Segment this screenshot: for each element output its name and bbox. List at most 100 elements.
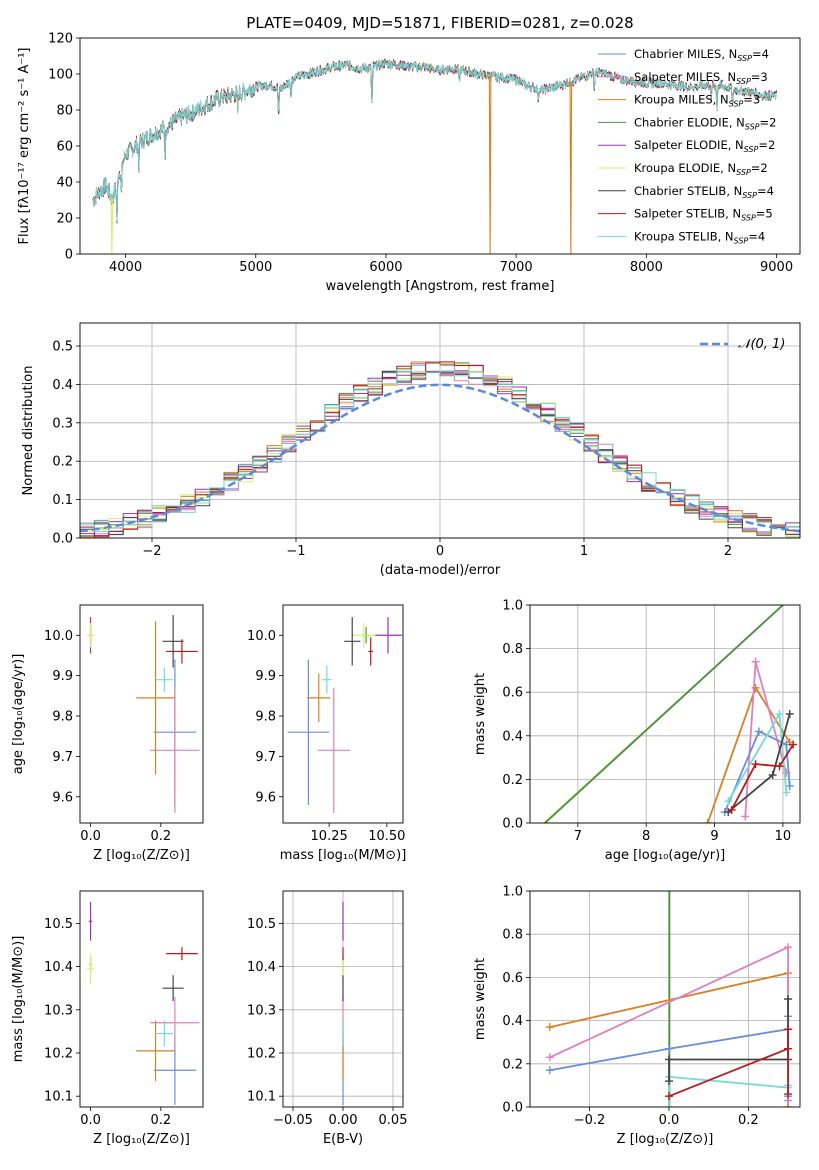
legend-label: Kroupa ELODIE, N (634, 161, 736, 175)
legend-subscript: SSP (744, 145, 759, 154)
x-tick-label: 8 (642, 829, 650, 844)
y-axis-label: mass weight (473, 673, 488, 755)
axes-frame (79, 37, 801, 255)
x-tick-label: 0.0 (80, 829, 101, 844)
y-tick-label: 0.4 (502, 1014, 523, 1029)
legend-label: Chabrier ELODIE, N (634, 115, 745, 129)
y-tick-label: 0.6 (502, 971, 523, 986)
legend-entry: Kroupa ELODIE, NSSP=2 (634, 161, 768, 177)
weight-line-salpeter-stelib (730, 744, 794, 811)
y-tick-label: 0.2 (502, 773, 523, 788)
y-tick-label: 120 (48, 32, 73, 47)
legend-subscript: SSP (737, 54, 752, 63)
x-tick-label: 10.50 (368, 829, 405, 844)
legend-subscript: SSP (736, 168, 751, 177)
axes-frame (282, 890, 404, 1108)
legend-value: =3 (743, 93, 760, 107)
legend-value: =4 (752, 47, 769, 61)
spectrum-dropout (110, 198, 114, 254)
y-tick-label: 0.6 (502, 686, 523, 701)
legend-value: =2 (760, 115, 777, 129)
legend-label: Chabrier MILES, N (634, 47, 737, 61)
x-tick-label: 5000 (239, 260, 272, 275)
y-tick-label: 10.3 (44, 1003, 73, 1018)
y-tick-label: 0.0 (502, 817, 523, 832)
plot-area (543, 605, 798, 823)
x-axis-label: wavelength [Angstrom, rest frame] (326, 279, 555, 294)
y-tick-label: 9.9 (52, 669, 73, 684)
legend-subscript: SSP (734, 236, 749, 245)
y-tick-label: 10.4 (247, 960, 276, 975)
x-tick-label: 0.0 (80, 1113, 101, 1128)
legend-label: Kroupa STELIB, N (634, 229, 734, 243)
y-tick-label: 10.1 (247, 1090, 276, 1105)
legend-subscript: SSP (745, 122, 760, 131)
panel-massweight_vs_age: 7 8 9 10 0.0 0.2 0.4 0.6 0.8 1.0 age [log₁₀(age/yr… (473, 599, 801, 863)
histogram-salpeter-stelib (80, 361, 800, 538)
axes-frame (79, 322, 801, 539)
y-tick-label: 1.0 (502, 885, 523, 900)
x-tick-label: 0.2 (150, 829, 171, 844)
x-tick-label: 0.0 (659, 1113, 680, 1128)
x-tick-label: 7 (574, 829, 582, 844)
legend-entry: Chabrier MILES, NSSP=4 (634, 47, 769, 63)
y-tick-label: 0.8 (502, 928, 523, 943)
legend-label: Kroupa MILES, N (634, 93, 729, 107)
legend-entry-normal: 𝒩(0, 1) (738, 337, 785, 352)
legend-value: =4 (757, 184, 774, 198)
axes-frame (79, 604, 204, 824)
y-tick-label: 0.8 (502, 642, 523, 657)
y-tick-label: 9.9 (255, 669, 276, 684)
x-tick-label: 6000 (369, 260, 402, 275)
panel-mass_vs_ebv: −0.05 0.00 0.05 10.1 10.2 10.3 10.4 10.5 E(B-V) (247, 890, 407, 1147)
y-tick-label: 60 (56, 140, 73, 155)
y-tick-label: 0.2 (502, 1057, 523, 1072)
panel-age_vs_Z: 0.0 0.2 9.6 9.7 9.8 9.9 10.0 Z [log₁₀(Z/Z⊙)] age… (11, 604, 204, 863)
y-tick-label: 40 (56, 176, 73, 191)
y-tick-label: 0.1 (52, 493, 73, 508)
histogram-kroupa-stelib (80, 369, 800, 538)
x-tick-label: −1 (286, 544, 305, 559)
x-tick-label: 0.2 (738, 1113, 759, 1128)
y-tick-label: 80 (56, 104, 73, 119)
x-tick-label: 10 (775, 829, 792, 844)
panel-massweight_vs_Z: −0.2 0.0 0.2 0.0 0.2 0.4 0.6 0.8 1.0 Z [log₁₀(Z/Z… (473, 885, 801, 1147)
legend-entry: Salpeter MILES, NSSP=3 (634, 70, 768, 86)
y-axis-label: age [log₁₀(age/yr)] (11, 654, 26, 775)
x-tick-label: −2 (142, 544, 161, 559)
legend-value: =4 (748, 229, 765, 243)
y-tick-label: 0.0 (52, 532, 73, 547)
x-tick-label: 7000 (500, 260, 533, 275)
y-tick-label: 10.1 (44, 1090, 73, 1105)
y-tick-label: 9.7 (255, 750, 276, 765)
y-tick-label: 9.6 (52, 790, 73, 805)
legend-label: Chabrier STELIB, N (634, 184, 742, 198)
spectrum-dropout (569, 81, 573, 254)
y-tick-label: 20 (56, 212, 73, 227)
legend-label: Salpeter ELODIE, N (634, 138, 744, 152)
y-tick-label: 9.6 (255, 790, 276, 805)
legend-label: Salpeter STELIB, N (634, 207, 741, 221)
y-tick-label: 100 (48, 68, 73, 83)
x-axis-label: mass [log₁₀(M/M⊙)] (280, 848, 407, 863)
y-tick-label: 10.2 (44, 1047, 73, 1062)
x-tick-label: 4000 (109, 260, 142, 275)
figure-title: PLATE=0409, MJD=51871, FIBERID=0281, z=0… (246, 14, 633, 32)
plot-area (87, 901, 200, 1105)
x-tick-label: 9 (710, 829, 718, 844)
legend-value: =2 (751, 161, 768, 175)
y-tick-label: 0.5 (52, 340, 73, 355)
axes-frame (79, 890, 204, 1108)
legend-entry: Chabrier ELODIE, NSSP=2 (634, 115, 776, 131)
y-tick-label: 10.0 (247, 629, 276, 644)
legend-entry: Chabrier STELIB, NSSP=4 (634, 184, 774, 200)
x-axis-label: E(B-V) (323, 1132, 363, 1147)
plot-area (545, 891, 793, 1107)
plot-area (287, 617, 402, 813)
y-tick-label: 10.5 (247, 917, 276, 932)
panel-spectrum: 4000 5000 6000 7000 8000 9000 0 20 40 60 80 100 120 w… (17, 32, 801, 294)
legend-entry: Kroupa MILES, NSSP=3 (634, 93, 760, 109)
y-tick-label: 0 (65, 248, 73, 263)
